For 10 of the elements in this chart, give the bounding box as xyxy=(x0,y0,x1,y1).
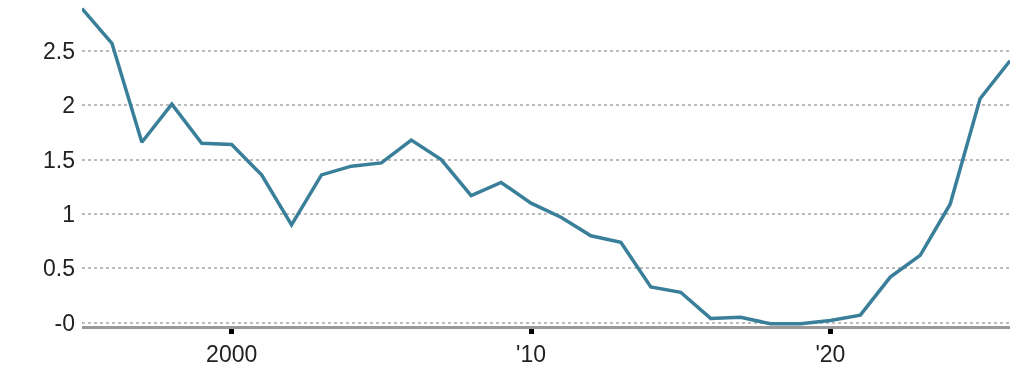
y-tick-label: 1 xyxy=(62,201,75,228)
x-tick-label: '10 xyxy=(516,340,547,367)
y-tick-label: 1.5 xyxy=(43,146,75,173)
y-tick-label: -0 xyxy=(54,309,75,336)
y-tick-label: 0.5 xyxy=(43,255,75,282)
y-tick-label: 2.5 xyxy=(43,37,75,64)
line-series xyxy=(82,6,1010,326)
x-tick-label: 2000 xyxy=(206,340,258,367)
x-tick-label: '20 xyxy=(815,340,846,367)
y-tick-label: 2 xyxy=(62,92,75,119)
